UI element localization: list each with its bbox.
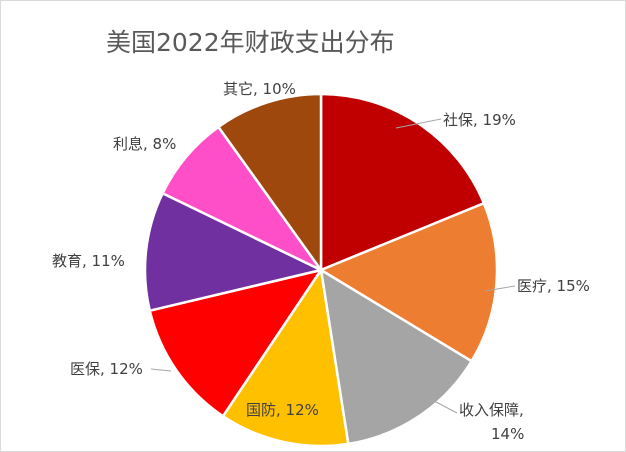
leader-line-社保: [395, 118, 442, 129]
pie-slice-社保: [319, 92, 486, 272]
pie-slice-医保: [148, 268, 323, 418]
pie-slice-教育: [143, 192, 323, 312]
data-label-利息: 利息, 8%: [113, 135, 176, 153]
leader-line-医疗: [484, 285, 516, 292]
pie-slice-医疗: [319, 202, 499, 363]
leader-line-收入保障: [418, 392, 458, 414]
data-label-社保: 社保, 19%: [443, 111, 516, 129]
data-label-医疗: 医疗, 15%: [517, 277, 590, 295]
data-label-教育: 教育, 11%: [52, 252, 125, 270]
data-label-其它: 其它, 10%: [223, 80, 296, 98]
leader-line-医保: [150, 368, 172, 372]
chart-title: 美国2022年财政支出分布: [106, 28, 395, 57]
data-label-国防: 国防, 12%: [246, 401, 319, 419]
data-label-收入保障: 收入保障,: [459, 401, 524, 419]
data-label-医保: 医保, 12%: [70, 360, 143, 378]
pie-slice-其它: [217, 92, 323, 272]
data-label-收入保障-line2: 14%: [491, 425, 524, 443]
pie-slice-国防: [221, 268, 350, 448]
